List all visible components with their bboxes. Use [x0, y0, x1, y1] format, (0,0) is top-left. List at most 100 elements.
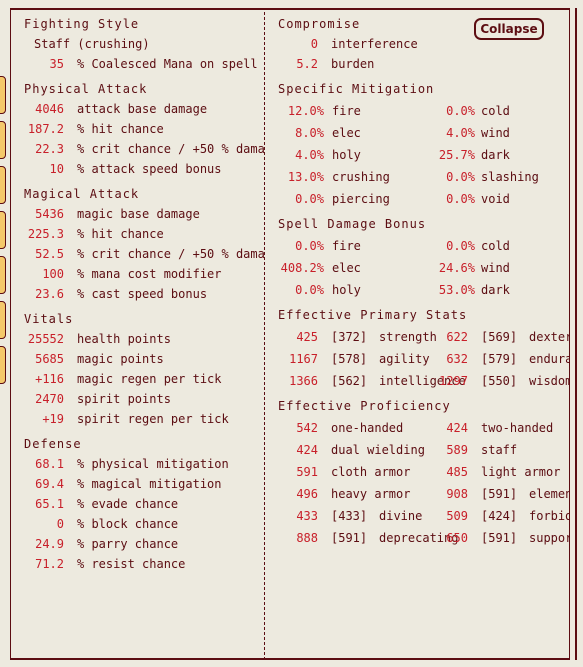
stat-label: % crit chance / +50 % damage — [77, 247, 264, 261]
stat-value: 24.6% — [438, 261, 475, 275]
stat-value: 71.2 — [35, 557, 64, 571]
stat-label: magic regen per tick — [77, 372, 222, 386]
stat-label: supportive — [529, 531, 570, 545]
stat-label: wisdom — [529, 374, 570, 388]
stat-value: 69.4 — [35, 477, 64, 491]
stat-value: 53.0% — [438, 283, 475, 297]
stat-value: 68.1 — [35, 457, 64, 471]
stat-label: strength — [379, 330, 437, 344]
stat-label: intelligence — [379, 374, 466, 388]
stat-value: 4046 — [35, 102, 64, 116]
stat-value: 52.5 — [35, 247, 64, 261]
stat-value: 589 — [446, 443, 468, 457]
fighting-style-value: Staff (crushing) — [34, 37, 150, 51]
proficiency-heading: Effective Proficiency — [278, 399, 451, 413]
stat-value: 35 — [49, 57, 64, 71]
stat-value: +19 — [42, 412, 64, 426]
stat-label: wind — [481, 261, 510, 275]
stat-label: one-handed — [331, 421, 404, 435]
stat-value: 1167 — [289, 352, 318, 366]
fighting-style-heading: Fighting Style — [24, 17, 140, 31]
stat-label: % mana cost modifier — [77, 267, 222, 281]
stat-value: 13.0% — [287, 170, 324, 184]
stat-value: 424 — [296, 443, 318, 457]
base-value: [433] — [331, 509, 368, 523]
stat-label: elec — [332, 261, 361, 275]
side-tab-4[interactable] — [0, 211, 6, 249]
specific-mitigation-heading: Specific Mitigation — [278, 82, 435, 96]
stat-value: 225.3 — [27, 227, 64, 241]
stat-label: % physical mitigation — [77, 457, 229, 471]
stat-label: % evade chance — [77, 497, 179, 511]
collapse-button[interactable]: Collapse — [474, 18, 544, 40]
stat-value: 485 — [446, 465, 468, 479]
left-stats-column: Fighting Style Staff (crushing) 35 % Coal… — [14, 0, 264, 667]
stat-value: 0 — [310, 37, 318, 51]
stat-value: 4.0% — [446, 126, 475, 140]
spell-damage-bonus-heading: Spell Damage Bonus — [278, 217, 427, 231]
stat-label: deprecating — [379, 531, 459, 545]
side-tab-5[interactable] — [0, 256, 6, 294]
stat-label: attack base damage — [77, 102, 208, 116]
stat-label: elemental — [529, 487, 570, 501]
stat-label: light armor — [481, 465, 561, 479]
stat-value: 591 — [296, 465, 318, 479]
stat-value: 5436 — [35, 207, 64, 221]
stat-label: interference — [331, 37, 418, 51]
side-tab-7[interactable] — [0, 346, 6, 384]
defense-heading: Defense — [24, 437, 82, 451]
stat-value: 2470 — [35, 392, 64, 406]
base-value: [591] — [331, 531, 368, 545]
base-value: [562] — [331, 374, 368, 388]
base-value: [591] — [481, 487, 518, 501]
physical-attack-heading: Physical Attack — [24, 82, 148, 96]
stat-label: spirit regen per tick — [77, 412, 229, 426]
stat-label: % hit chance — [77, 122, 164, 136]
stat-label: heavy armor — [331, 487, 411, 501]
stat-value: 0.0% — [446, 170, 475, 184]
stat-value: 632 — [446, 352, 468, 366]
scrollbar[interactable] — [575, 8, 577, 660]
stat-value: 65.1 — [35, 497, 64, 511]
stat-label: % crit chance / +50 % damage — [77, 142, 264, 156]
stat-label: dual wielding — [331, 443, 425, 457]
stat-value: 1366 — [289, 374, 318, 388]
stat-label: % attack speed bonus — [77, 162, 222, 176]
stat-label: void — [481, 192, 510, 206]
stat-label: cold — [481, 104, 510, 118]
stat-value: 509 — [446, 509, 468, 523]
stat-label: % cast speed bonus — [77, 287, 208, 301]
stat-label: burden — [331, 57, 375, 71]
stat-label: dark — [481, 283, 510, 297]
magical-attack-heading: Magical Attack — [24, 187, 140, 201]
stat-value: 100 — [42, 267, 64, 281]
stat-label: % parry chance — [77, 537, 179, 551]
stat-value: 0.0% — [295, 239, 324, 253]
stat-value: 408.2% — [280, 261, 324, 275]
stat-label: % block chance — [77, 517, 179, 531]
stat-value: 433 — [296, 509, 318, 523]
stat-value: 542 — [296, 421, 318, 435]
stat-value: 0.0% — [446, 192, 475, 206]
stat-value: 5685 — [35, 352, 64, 366]
stat-value: 496 — [296, 487, 318, 501]
primary-stats-heading: Effective Primary Stats — [278, 308, 468, 322]
stat-label: dexterity — [529, 330, 570, 344]
side-tab-3[interactable] — [0, 166, 6, 204]
stat-label: elec — [332, 126, 361, 140]
stat-label: % magical mitigation — [77, 477, 222, 491]
stat-value: 650 — [446, 531, 468, 545]
panel-top-border — [10, 8, 570, 10]
stat-value: 25.7% — [438, 148, 475, 162]
stat-value: 12.0% — [287, 104, 324, 118]
stat-label: piercing — [332, 192, 390, 206]
base-value: [579] — [481, 352, 518, 366]
right-stats-column: Compromise 0 interference 5.2 burden Specif… — [268, 0, 570, 667]
stat-value: 10 — [49, 162, 64, 176]
stat-label: % Coalesced Mana on spell hit — [77, 57, 264, 71]
side-tab-6[interactable] — [0, 301, 6, 339]
side-tab-2[interactable] — [0, 121, 6, 159]
stat-value: 0.0% — [446, 239, 475, 253]
stat-label: cloth armor — [331, 465, 411, 479]
side-tab-1[interactable] — [0, 76, 6, 114]
